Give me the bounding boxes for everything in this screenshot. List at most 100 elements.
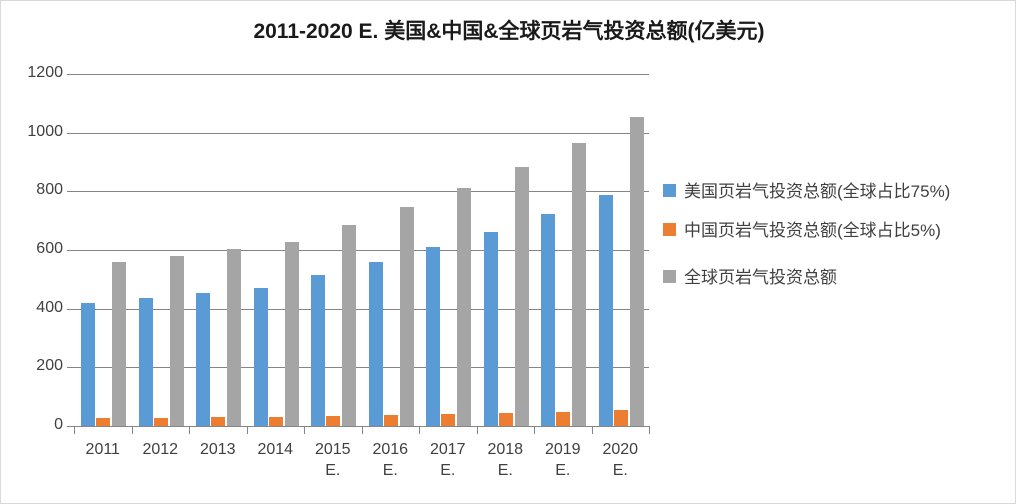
x-axis-category-year: 2016 xyxy=(372,441,409,458)
y-axis-tick-label: 0 xyxy=(54,416,63,433)
x-axis-category-estimate-marker: E. xyxy=(497,462,513,479)
legend-item[interactable]: 美国页岩气投资总额(全球占比75%) xyxy=(663,179,1007,204)
y-axis-tick-mark xyxy=(67,367,74,369)
y-axis-tick-label: 1200 xyxy=(27,64,63,81)
x-axis-category-year: 2019 xyxy=(544,441,581,458)
legend-item-label: 全球页岩气投资总额 xyxy=(684,268,837,287)
y-axis-tick-labels: 1200 1000 800 600 400 200 0 xyxy=(1,64,63,433)
gridline xyxy=(74,367,649,369)
bar[interactable] xyxy=(541,213,555,426)
x-axis-category-year: 2018 xyxy=(487,441,524,458)
bar[interactable] xyxy=(253,288,268,426)
gridline xyxy=(74,132,649,134)
x-axis-tick-mark xyxy=(649,426,650,434)
x-axis-category-year: 2014 xyxy=(257,441,294,458)
x-axis-category-label: 2013 xyxy=(189,439,247,460)
x-axis-tick-mark xyxy=(534,426,535,434)
bar[interactable] xyxy=(598,194,613,426)
legend-item-label: 美国页岩气投资总额(全球占比75%) xyxy=(684,182,951,201)
gridline xyxy=(74,74,649,75)
y-axis-tick-label: 800 xyxy=(36,181,63,199)
bar[interactable] xyxy=(96,417,110,426)
bar[interactable] xyxy=(572,142,586,426)
x-axis-category-label: 2019 E. xyxy=(534,439,592,481)
bar[interactable] xyxy=(399,206,414,426)
bar[interactable] xyxy=(153,417,168,426)
bar[interactable] xyxy=(368,261,383,426)
legend-color-swatch xyxy=(663,270,676,283)
x-axis-category-estimate-marker: E. xyxy=(555,462,571,479)
y-axis-tick-label: 1000 xyxy=(27,122,63,140)
y-axis-tick-mark xyxy=(67,426,74,427)
y-axis-tick-label: 200 xyxy=(36,357,63,375)
x-axis-tick-mark xyxy=(591,426,593,434)
bar[interactable] xyxy=(514,166,529,426)
bar[interactable] xyxy=(457,187,471,426)
legend-item[interactable]: 中国页岩气投资总额(全球占比5%) xyxy=(663,218,1007,243)
x-axis-tick-mark xyxy=(476,426,478,434)
x-axis-tick-mark xyxy=(131,426,133,434)
x-axis-category-label: 2011 xyxy=(74,439,132,460)
gridline xyxy=(74,250,649,251)
x-axis-category-estimate-marker: E. xyxy=(325,462,341,479)
y-axis-tick-mark xyxy=(67,308,74,310)
x-axis-category-year: 2020 xyxy=(602,441,639,458)
x-axis-category-estimate-marker: E. xyxy=(382,462,398,479)
x-axis-tick-mark xyxy=(419,426,420,434)
bar[interactable] xyxy=(284,242,299,426)
bar[interactable] xyxy=(613,410,628,426)
legend-color-swatch xyxy=(663,223,676,236)
bar[interactable] xyxy=(138,298,153,426)
bar[interactable] xyxy=(211,417,225,426)
y-axis-tick-mark xyxy=(67,74,74,75)
bar[interactable] xyxy=(196,293,210,426)
x-axis-category-label: 2016 E. xyxy=(362,439,420,481)
bar[interactable] xyxy=(629,117,644,426)
x-axis-tick-mark xyxy=(304,426,305,434)
bar[interactable] xyxy=(169,255,184,426)
chart-title: 2011-2020 E. 美国&中国&全球页岩气投资总额(亿美元) xyxy=(253,20,765,43)
plot-area xyxy=(74,74,649,426)
y-axis-tick-mark xyxy=(67,250,74,251)
bar[interactable] xyxy=(426,247,440,426)
bar[interactable] xyxy=(498,413,513,426)
legend-color-swatch xyxy=(663,184,676,197)
bar[interactable] xyxy=(227,248,241,426)
bar[interactable] xyxy=(311,275,325,426)
bar[interactable] xyxy=(342,225,356,426)
bar[interactable] xyxy=(483,231,498,426)
legend-item-label: 中国页岩气投资总额(全球占比5%) xyxy=(684,221,941,240)
x-axis-tick-mark xyxy=(189,426,190,434)
x-axis-category-year: 2017 xyxy=(429,441,466,458)
gridline xyxy=(74,308,649,310)
y-axis-tick-mark xyxy=(67,132,74,134)
y-axis-tick-label: 400 xyxy=(36,298,63,316)
x-axis-category-year: 2011 xyxy=(85,441,120,458)
x-axis-category-year: 2015 xyxy=(314,441,351,458)
x-axis-category-year: 2012 xyxy=(142,441,179,458)
x-axis-tick-mark xyxy=(246,426,248,434)
chart-legend: 美国页岩气投资总额(全球占比75%) 中国页岩气投资总额(全球占比5%) 全球页岩气… xyxy=(663,179,1007,304)
x-axis-category-label: 2012 xyxy=(132,439,190,460)
bar[interactable] xyxy=(326,416,340,426)
y-axis-tick-label: 600 xyxy=(36,240,63,257)
x-axis-category-label: 2017 E. xyxy=(419,439,477,481)
bar[interactable] xyxy=(81,303,95,426)
bar[interactable] xyxy=(268,416,283,426)
gridline xyxy=(74,191,649,193)
x-axis-category-label: 2020 E. xyxy=(592,439,650,481)
bar[interactable] xyxy=(556,411,570,426)
x-axis-category-label: 2018 E. xyxy=(477,439,535,481)
x-axis-tick-mark xyxy=(74,426,75,434)
x-axis-tick-mark xyxy=(361,426,363,434)
bar[interactable] xyxy=(112,262,126,426)
bar[interactable] xyxy=(383,415,398,426)
legend-item[interactable]: 全球页岩气投资总额 xyxy=(663,265,1007,290)
x-axis-category-label: 2015 E. xyxy=(304,439,362,481)
x-axis-category-estimate-marker: E. xyxy=(440,462,456,479)
bar[interactable] xyxy=(441,413,455,426)
x-axis-category-label: 2014 xyxy=(247,439,305,460)
x-axis-category-estimate-marker: E. xyxy=(612,462,628,479)
x-axis-category-year: 2013 xyxy=(199,441,236,458)
